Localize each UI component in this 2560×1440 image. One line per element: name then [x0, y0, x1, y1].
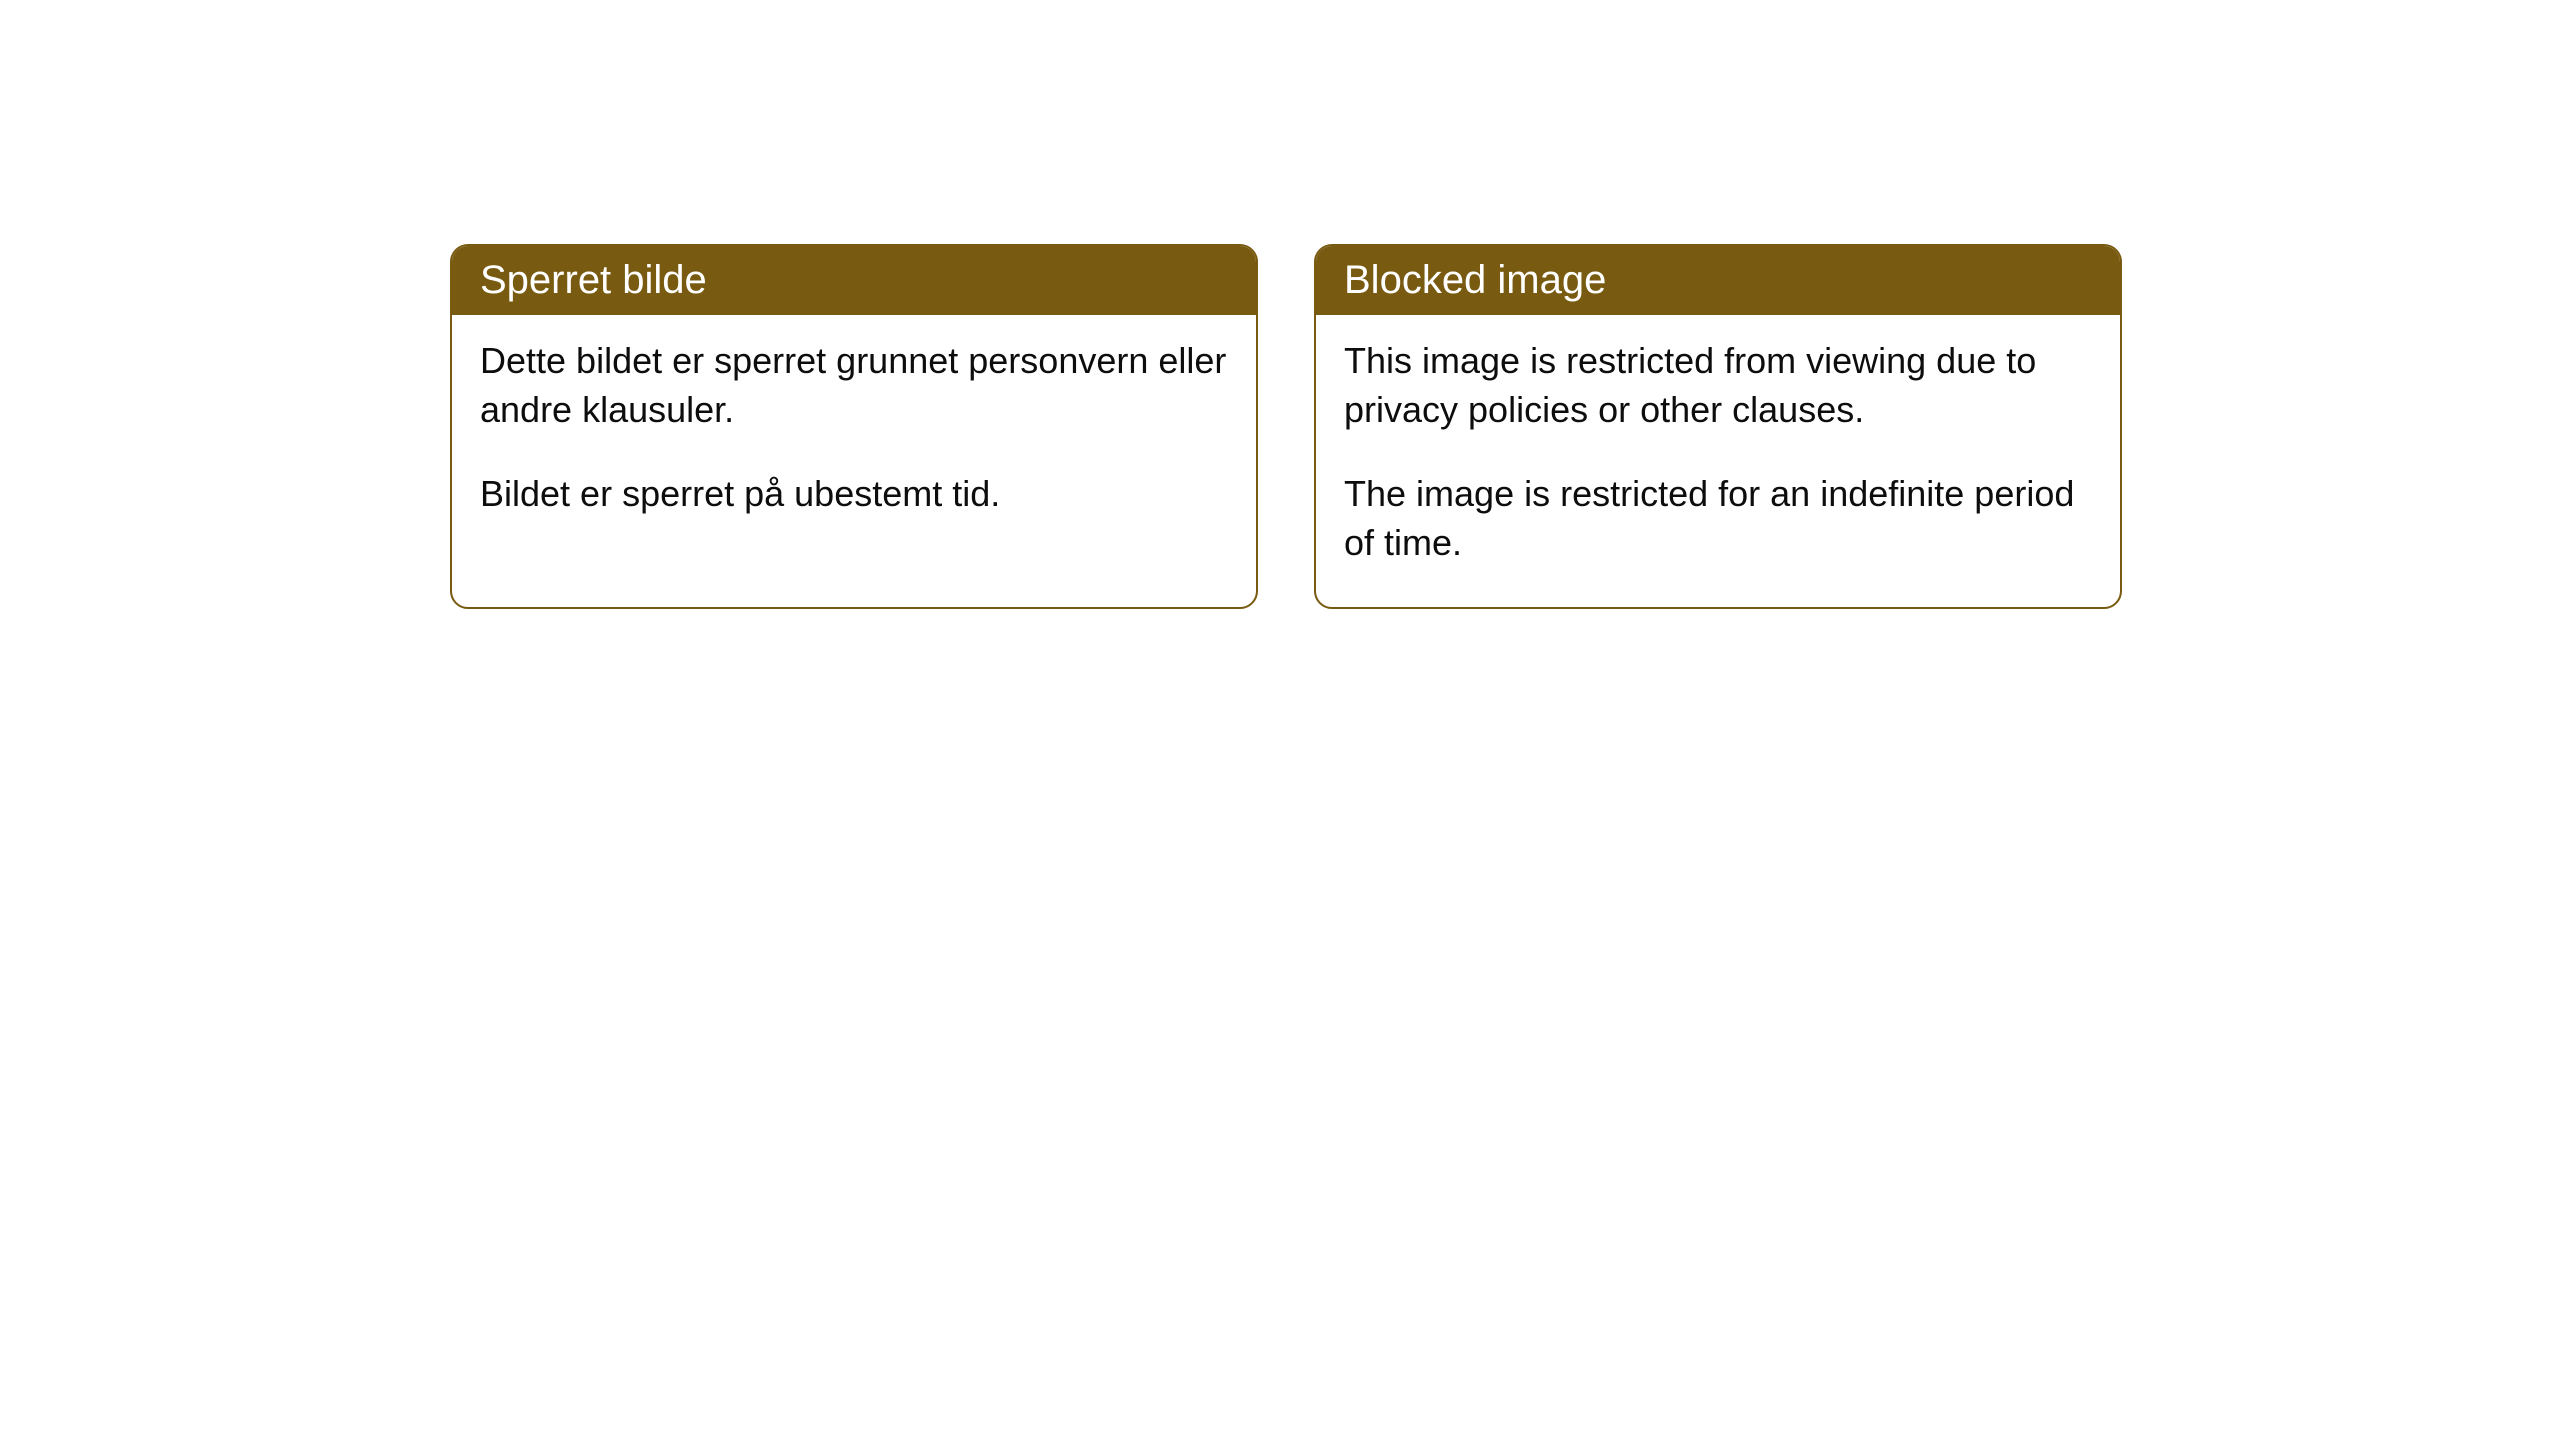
notice-container: Sperret bilde Dette bildet er sperret gr…	[0, 0, 2560, 609]
card-header-en: Blocked image	[1316, 246, 2120, 315]
card-paragraph-en-2: The image is restricted for an indefinit…	[1344, 470, 2092, 567]
card-paragraph-en-1: This image is restricted from viewing du…	[1344, 337, 2092, 434]
blocked-image-card-en: Blocked image This image is restricted f…	[1314, 244, 2122, 609]
card-body-en: This image is restricted from viewing du…	[1316, 315, 2120, 607]
card-paragraph-no-1: Dette bildet er sperret grunnet personve…	[480, 337, 1228, 434]
blocked-image-card-no: Sperret bilde Dette bildet er sperret gr…	[450, 244, 1258, 609]
card-body-no: Dette bildet er sperret grunnet personve…	[452, 315, 1256, 559]
card-paragraph-no-2: Bildet er sperret på ubestemt tid.	[480, 470, 1228, 519]
card-header-no: Sperret bilde	[452, 246, 1256, 315]
